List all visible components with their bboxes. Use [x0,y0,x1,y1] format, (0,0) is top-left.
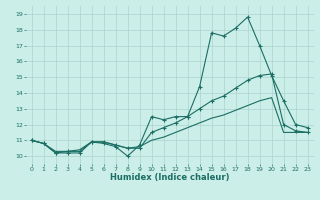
X-axis label: Humidex (Indice chaleur): Humidex (Indice chaleur) [110,173,229,182]
